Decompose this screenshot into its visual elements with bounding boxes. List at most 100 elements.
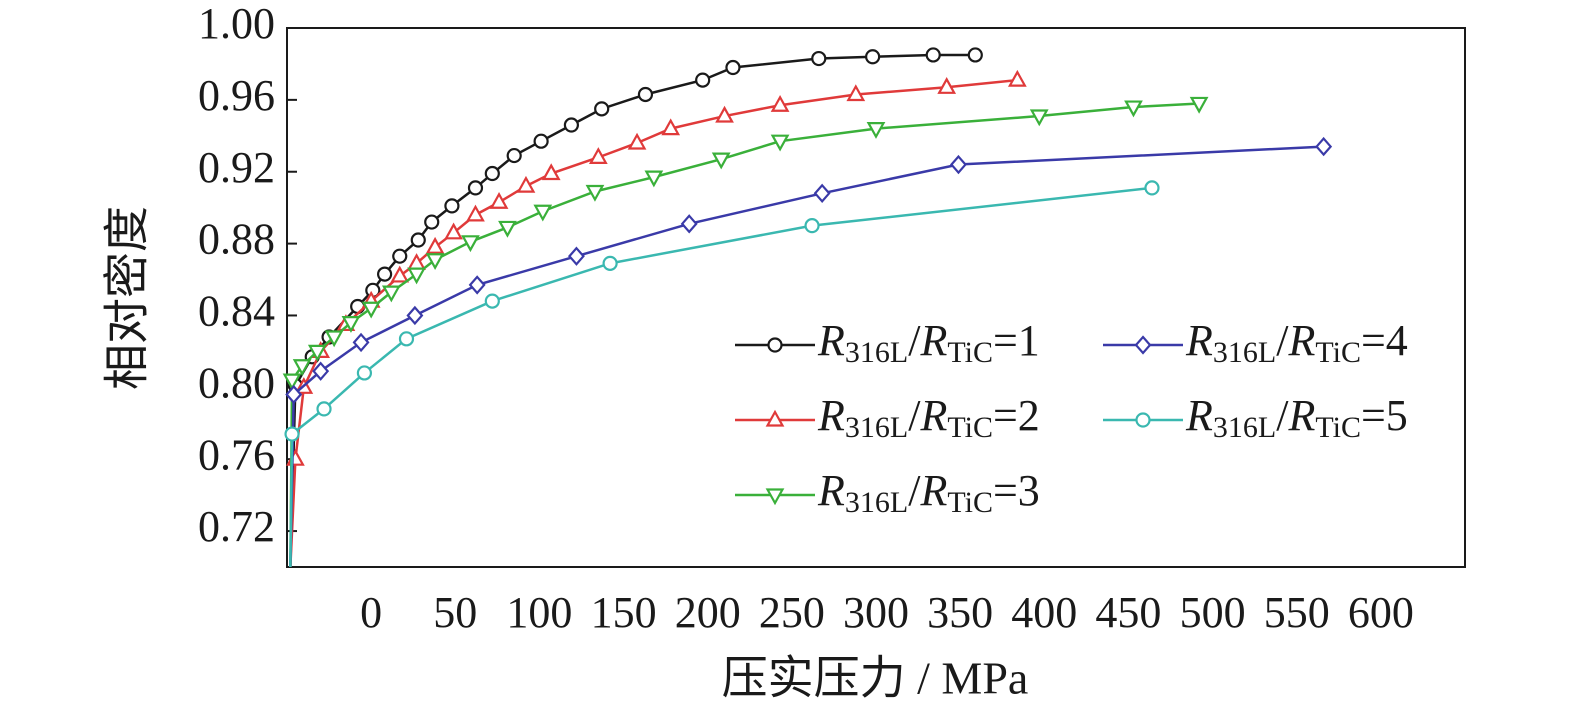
- legend-item: R316L/RTiC=3: [735, 466, 1040, 519]
- y-tick-label: 0.92: [198, 143, 275, 192]
- marker: [466, 204, 485, 222]
- x-tick-label: 500: [1180, 588, 1246, 637]
- legend-marker: [767, 337, 783, 353]
- marker: [307, 344, 327, 362]
- marker: [1189, 96, 1209, 114]
- marker: [533, 204, 553, 222]
- marker: [352, 332, 370, 353]
- marker: [866, 122, 886, 139]
- marker: [381, 285, 401, 303]
- x-tick-label: 100: [506, 588, 572, 637]
- marker: [937, 77, 957, 94]
- marker: [811, 50, 827, 67]
- x-tick-label: 200: [675, 588, 741, 637]
- marker: [725, 59, 741, 76]
- marker: [1029, 109, 1049, 127]
- marker: [695, 72, 711, 88]
- y-tick-label: 0.88: [198, 215, 275, 264]
- marker: [407, 267, 426, 285]
- marker: [585, 184, 605, 202]
- marker: [282, 373, 302, 391]
- y-tick-label: 1.00: [198, 0, 275, 48]
- marker: [804, 218, 820, 234]
- marker: [949, 154, 967, 175]
- x-tick-label: 550: [1264, 588, 1330, 637]
- legend-item: R316L/RTiC=1: [735, 316, 1040, 369]
- marker: [377, 266, 393, 282]
- marker: [715, 105, 734, 123]
- marker: [484, 165, 500, 182]
- marker: [292, 359, 312, 377]
- marker: [637, 86, 654, 103]
- x-tick-label: 600: [1348, 588, 1414, 637]
- x-axis-title: 压实压力 / MPa: [722, 653, 1029, 704]
- marker: [324, 330, 344, 348]
- marker: [680, 214, 698, 234]
- marker: [813, 183, 831, 203]
- legend-item: R316L/RTiC=5: [1103, 391, 1408, 444]
- marker: [392, 248, 408, 264]
- marker: [467, 180, 484, 196]
- marker: [1144, 180, 1160, 196]
- marker: [846, 84, 866, 102]
- legend-marker: [1135, 412, 1151, 428]
- legend-item: R316L/RTiC=2: [735, 391, 1040, 444]
- plot-frame: [286, 27, 1466, 568]
- marker: [594, 101, 610, 117]
- x-tick-label: 0: [360, 588, 382, 637]
- legend-label: R316L/RTiC=1: [817, 316, 1040, 369]
- y-tick-label: 0.76: [198, 430, 275, 479]
- marker: [1007, 69, 1027, 87]
- legend-marker: [765, 488, 785, 506]
- legend-label: R316L/RTiC=3: [817, 466, 1040, 519]
- marker: [516, 175, 536, 193]
- marker: [588, 147, 608, 164]
- marker: [285, 384, 303, 405]
- legend-label: R316L/RTiC=5: [1185, 391, 1408, 444]
- marker: [425, 236, 445, 254]
- y-axis-title: 相对密度: [102, 206, 153, 390]
- legend-label: R316L/RTiC=4: [1185, 316, 1408, 369]
- marker: [925, 47, 941, 63]
- x-tick-label: 250: [759, 588, 825, 637]
- marker: [498, 220, 517, 238]
- marker: [398, 331, 415, 347]
- x-tick-label: 350: [927, 588, 993, 637]
- marker: [541, 163, 561, 181]
- marker: [468, 275, 486, 295]
- marker: [410, 232, 426, 248]
- marker: [567, 246, 585, 266]
- marker: [865, 49, 881, 65]
- marker: [484, 293, 500, 309]
- marker: [425, 253, 445, 271]
- x-tick-label: 50: [433, 588, 477, 637]
- marker: [444, 198, 460, 214]
- x-tick-label: 150: [591, 588, 657, 637]
- marker: [489, 192, 509, 209]
- marker: [711, 152, 731, 170]
- marker: [341, 316, 361, 333]
- marker: [390, 265, 410, 283]
- marker: [602, 255, 618, 271]
- marker: [1124, 100, 1143, 118]
- y-tick-label: 0.84: [198, 287, 275, 336]
- y-tick-label: 0.80: [198, 358, 275, 407]
- legend-marker: [1134, 335, 1152, 355]
- marker: [406, 305, 424, 326]
- marker: [424, 214, 440, 230]
- y-tick-label: 0.72: [198, 502, 275, 551]
- marker: [770, 134, 790, 152]
- marker: [356, 365, 373, 381]
- marker: [1315, 136, 1333, 157]
- y-tick-label: 0.96: [198, 71, 275, 120]
- marker: [284, 426, 300, 442]
- marker: [563, 117, 580, 133]
- marker: [312, 361, 330, 381]
- x-tick-label: 400: [1011, 588, 1077, 637]
- marker: [461, 235, 480, 253]
- marker: [361, 301, 381, 319]
- x-tick-label: 300: [843, 588, 909, 637]
- marker: [316, 401, 332, 417]
- marker: [770, 94, 790, 112]
- legend-marker: [765, 409, 785, 427]
